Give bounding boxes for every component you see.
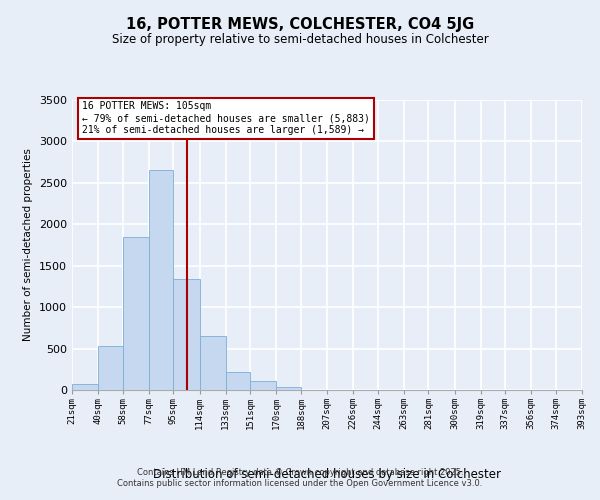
Bar	[149, 170, 173, 390]
Bar	[98, 346, 123, 390]
Text: Contains HM Land Registry data © Crown copyright and database right 2025.
Contai: Contains HM Land Registry data © Crown c…	[118, 468, 482, 487]
Text: Size of property relative to semi-detached houses in Colchester: Size of property relative to semi-detach…	[112, 32, 488, 46]
X-axis label: Distribution of semi-detached houses by size in Colchester: Distribution of semi-detached houses by …	[153, 468, 501, 481]
Bar	[72, 384, 98, 390]
Bar	[276, 386, 301, 390]
Bar	[250, 382, 276, 390]
Text: 16 POTTER MEWS: 105sqm
← 79% of semi-detached houses are smaller (5,883)
21% of : 16 POTTER MEWS: 105sqm ← 79% of semi-det…	[82, 102, 370, 134]
Bar	[226, 372, 250, 390]
Bar	[199, 336, 226, 390]
Bar	[173, 279, 199, 390]
Bar	[123, 236, 149, 390]
Y-axis label: Number of semi-detached properties: Number of semi-detached properties	[23, 148, 34, 342]
Text: 16, POTTER MEWS, COLCHESTER, CO4 5JG: 16, POTTER MEWS, COLCHESTER, CO4 5JG	[126, 18, 474, 32]
